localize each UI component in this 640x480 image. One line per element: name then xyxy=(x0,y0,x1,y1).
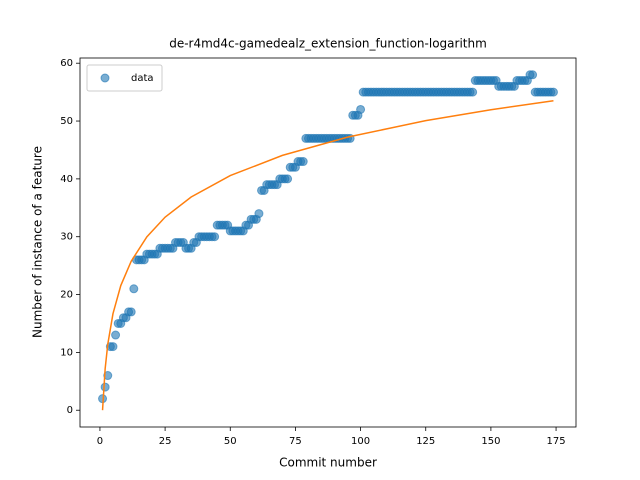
data-point xyxy=(100,382,110,392)
data-point xyxy=(210,232,220,242)
data-point xyxy=(548,87,558,97)
data-point xyxy=(108,342,118,352)
x-tick-label: 150 xyxy=(481,436,500,447)
data-point xyxy=(468,87,478,97)
data-point xyxy=(129,284,139,294)
y-tick-label: 30 xyxy=(60,232,73,243)
fit-line xyxy=(101,100,554,411)
chart-title: de-r4md4c-gamedealz_extension_function-l… xyxy=(169,37,487,51)
x-tick-label: 125 xyxy=(416,436,435,447)
y-axis-label: Number of instance of a feature xyxy=(31,146,45,338)
axes-frame xyxy=(79,57,577,428)
y-tick-label: 0 xyxy=(67,405,73,416)
plot-area xyxy=(98,70,558,411)
data-point xyxy=(126,307,136,317)
x-axis-label: Commit number xyxy=(279,456,377,470)
data-point xyxy=(254,209,264,219)
data-point xyxy=(298,157,308,167)
y-tick-label: 20 xyxy=(60,290,73,301)
y-tick-label: 10 xyxy=(60,347,73,358)
data-point xyxy=(111,330,121,340)
x-tick-label: 50 xyxy=(224,436,237,447)
y-tick-label: 40 xyxy=(60,174,73,185)
x-tick-label: 175 xyxy=(547,436,566,447)
x-tick-label: 75 xyxy=(289,436,302,447)
data-point xyxy=(283,174,293,184)
x-tick-label: 0 xyxy=(97,436,103,447)
legend-label: data xyxy=(131,73,154,84)
data-point xyxy=(103,371,113,381)
x-tick-label: 25 xyxy=(159,436,172,447)
y-tick-label: 60 xyxy=(60,58,73,69)
x-tick-label: 100 xyxy=(351,436,370,447)
data-point xyxy=(356,104,366,114)
legend-marker xyxy=(100,73,110,83)
data-point xyxy=(528,70,538,80)
y-tick-label: 50 xyxy=(60,116,73,127)
legend-box xyxy=(86,64,163,92)
